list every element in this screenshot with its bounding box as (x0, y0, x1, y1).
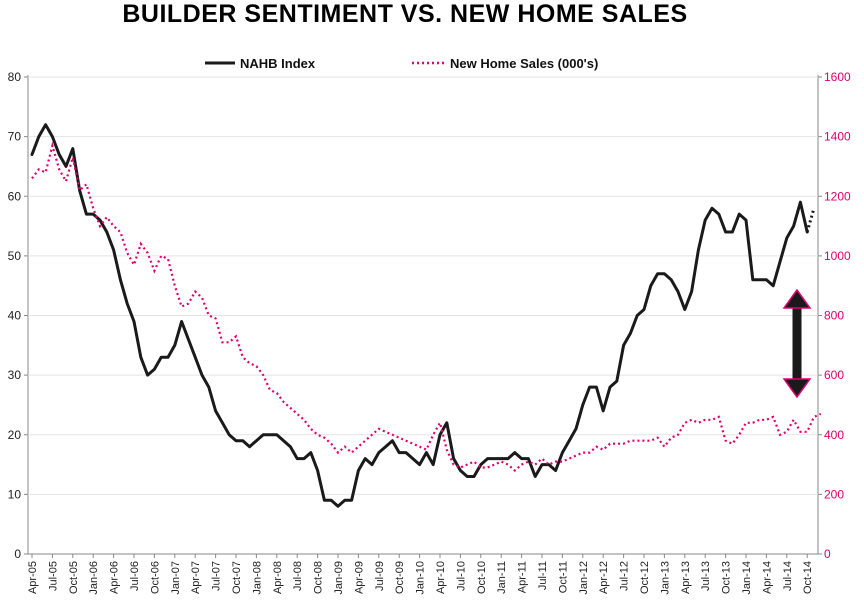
x-axis-ticks: Apr-05 Jul-05 Oct-05 Jan-06 Apr-06 Jul-06 Oct-… (27, 561, 814, 595)
x-tick-label: Jul-07 (211, 561, 223, 591)
double-arrow-annotation (782, 288, 812, 399)
x-tick-label: Apr-05 (27, 561, 39, 594)
left-tick-label: 80 (8, 70, 22, 84)
x-tick-label: Jan-06 (88, 561, 100, 595)
right-tick-label: 600 (824, 368, 844, 382)
left-tick-label: 20 (8, 428, 22, 442)
x-tick-label: Jul-09 (374, 561, 386, 591)
x-tick-label: Oct-06 (149, 561, 161, 594)
x-tick-label: Jul-12 (619, 561, 631, 591)
right-axis-ticks: 0 200 400 600 800 1000 1200 1400 1600 (824, 70, 851, 561)
left-tick-label: 10 (8, 487, 22, 501)
x-tick-label: Jan-10 (415, 561, 427, 595)
x-tick-label: Jan-09 (333, 561, 345, 595)
x-tick-label: Apr-11 (517, 561, 529, 593)
series-layer (30, 123, 822, 508)
x-tick-label: Apr-08 (272, 561, 284, 594)
right-tick-label: 400 (824, 428, 844, 442)
series-line-nahb-index-preliminary (805, 207, 816, 233)
right-tick-label: 1000 (824, 249, 851, 263)
x-tick-label: Jan-13 (659, 561, 671, 595)
left-tick-label: 30 (8, 368, 22, 382)
left-tick-label: 70 (8, 130, 22, 144)
left-tick-label: 60 (8, 189, 22, 203)
x-tick-label: Jul-11 (537, 561, 549, 590)
x-tick-label: Oct-10 (476, 561, 488, 594)
left-axis-ticks: 0 10 20 30 40 50 60 70 80 (8, 70, 22, 561)
chart-title: BUILDER SENTIMENT VS. NEW HOME SALES (122, 0, 688, 28)
legend: NAHB Index New Home Sales (000's) (205, 56, 598, 71)
x-tick-label: Jul-06 (129, 561, 141, 591)
series-line-nahb-index (30, 123, 809, 508)
x-tick-label: Apr-13 (680, 561, 692, 594)
x-tick-label: Apr-07 (190, 561, 202, 594)
x-tick-label: Apr-06 (109, 561, 121, 594)
x-tick-label: Oct-05 (68, 561, 80, 594)
left-tick-label: 40 (8, 309, 22, 323)
gridlines (24, 75, 822, 558)
right-tick-label: 1200 (824, 189, 851, 203)
x-tick-label: Apr-09 (353, 561, 365, 594)
x-tick-label: Jul-08 (292, 561, 304, 591)
x-tick-label: Jan-08 (251, 561, 263, 595)
x-tick-label: Oct-07 (231, 561, 243, 594)
right-tick-label: 200 (824, 487, 844, 501)
right-tick-label: 800 (824, 309, 844, 323)
x-tick-label: Jul-10 (455, 561, 467, 591)
x-tick-label: Jan-11 (496, 561, 508, 594)
left-tick-label: 0 (14, 547, 21, 561)
x-tick-label: Oct-14 (802, 561, 814, 594)
legend-label-nahb: NAHB Index (240, 56, 316, 71)
right-tick-label: 1400 (824, 130, 851, 144)
x-tick-label: Jan-12 (578, 561, 590, 595)
x-tick-label: Apr-14 (761, 561, 773, 594)
x-tick-label: Apr-12 (598, 561, 610, 594)
x-tick-label: Jul-05 (47, 561, 59, 591)
series-line-new-home-sales (31, 141, 822, 472)
legend-label-sales: New Home Sales (000's) (450, 56, 598, 71)
x-tick-label: Apr-10 (435, 561, 447, 594)
x-tick-label: Jan-14 (741, 561, 753, 595)
right-tick-label: 1600 (824, 70, 851, 84)
x-tick-label: Oct-08 (313, 561, 325, 594)
x-tick-label: Oct-11 (557, 561, 569, 593)
x-tick-label: Jan-07 (170, 561, 182, 595)
left-tick-label: 50 (8, 249, 22, 263)
x-tick-label: Jul-14 (782, 561, 794, 591)
x-tick-label: Jul-13 (700, 561, 712, 591)
x-tick-label: Oct-13 (721, 561, 733, 594)
right-tick-label: 0 (824, 547, 831, 561)
x-tick-label: Oct-09 (394, 561, 406, 594)
x-tick-label: Oct-12 (639, 561, 651, 594)
